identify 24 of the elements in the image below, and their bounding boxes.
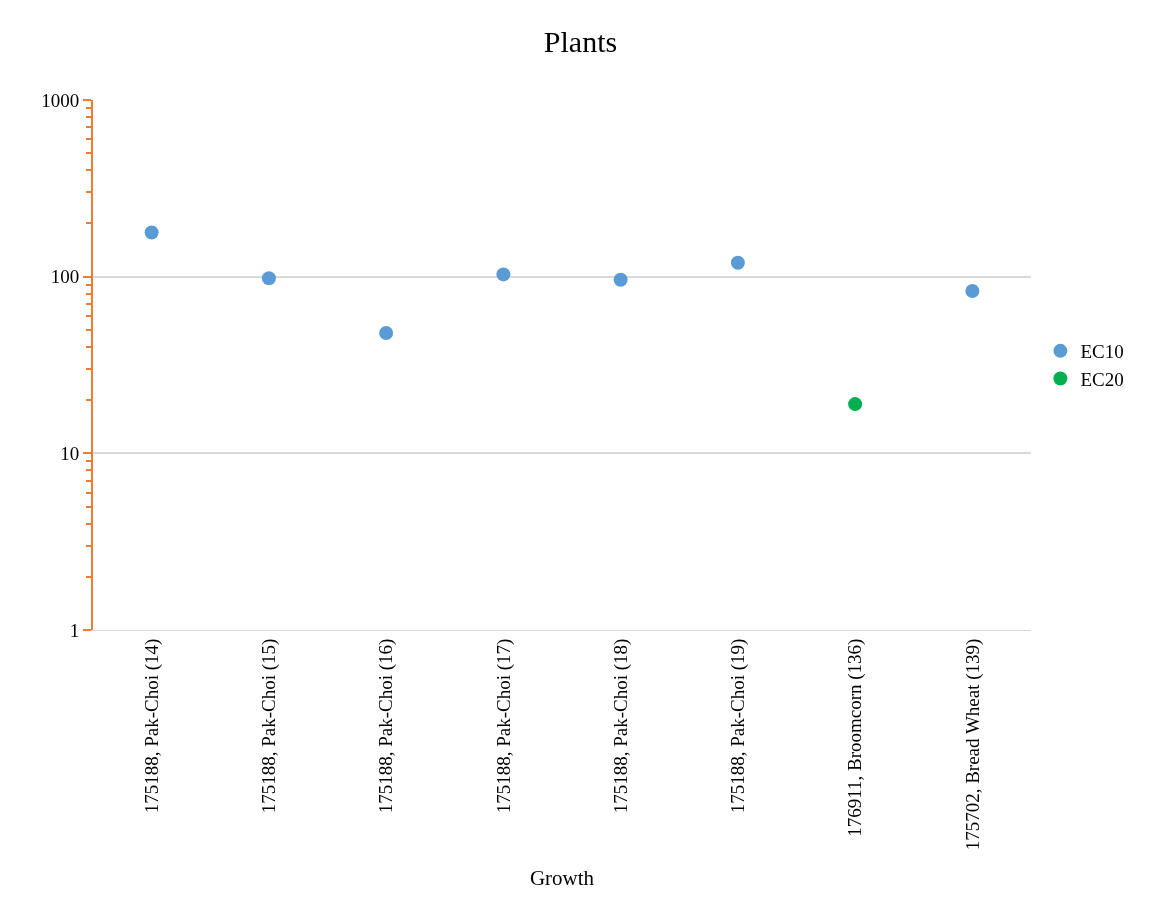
x-tick-label: 175188, Pak-Choi (17)	[492, 638, 515, 814]
point	[496, 267, 511, 282]
x-tick-label: 175702, Bread Wheat (139)	[961, 638, 984, 851]
legend-label: EC10	[1080, 341, 1124, 363]
chart-title: Plants	[543, 25, 618, 59]
y-tick-label: 100	[50, 266, 80, 288]
x-tick-label: 176911, Broomcorn (136)	[844, 638, 867, 837]
x-tick-label: 175188, Pak-Choi (19)	[727, 638, 750, 814]
x-axis-title: Growth	[529, 865, 595, 890]
y-tick-label: 1	[69, 619, 80, 641]
x-tick-label: 175188, Pak-Choi (15)	[258, 638, 281, 814]
y-tick-label: 1000	[41, 89, 80, 111]
point	[613, 272, 628, 287]
point	[848, 397, 863, 412]
x-tick-label: 175188, Pak-Choi (16)	[375, 638, 398, 814]
legend-label: EC20	[1080, 368, 1124, 390]
point	[965, 283, 980, 298]
x-tick-label: 175188, Pak-Choi (18)	[609, 638, 632, 814]
point	[379, 325, 394, 340]
point	[261, 271, 276, 286]
y-tick-label: 10	[60, 442, 80, 464]
x-tick-label: 175188, Pak-Choi (14)	[140, 638, 163, 814]
point	[144, 225, 159, 240]
point	[730, 255, 745, 270]
